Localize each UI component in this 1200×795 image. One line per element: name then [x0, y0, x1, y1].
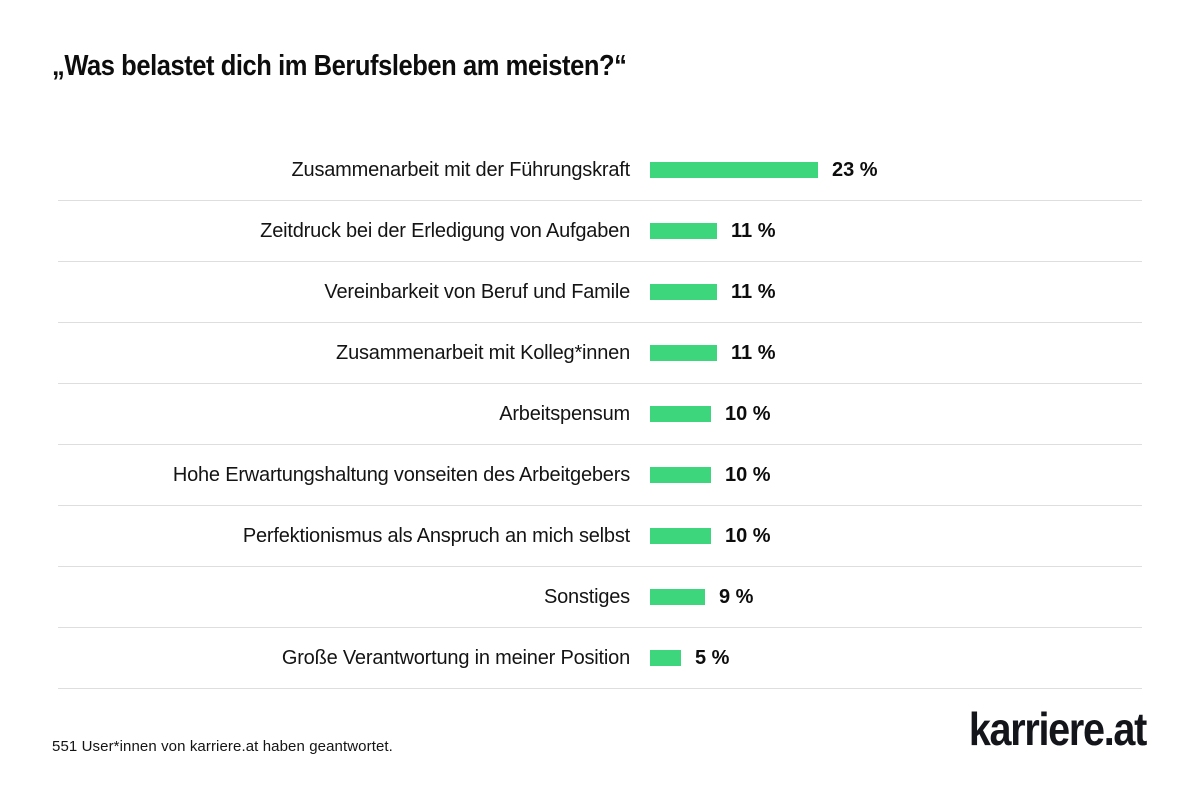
chart-row: Arbeitspensum 10 %: [58, 384, 1142, 445]
value-label: 10 %: [725, 524, 771, 547]
chart-title: „Was belastet dich im Berufsleben am mei…: [52, 50, 627, 82]
value-label: 10 %: [725, 463, 771, 486]
category-label: Hohe Erwartungshaltung vonseiten des Arb…: [172, 463, 630, 486]
value-label: 5 %: [695, 646, 730, 669]
bar: [650, 406, 711, 422]
value-label: 10 %: [725, 402, 771, 425]
category-label: Vereinbarkeit von Beruf und Famile: [324, 280, 630, 303]
value-label: 23 %: [832, 158, 878, 181]
bar: [650, 162, 818, 178]
chart-row: Vereinbarkeit von Beruf und Famile 11 %: [58, 262, 1142, 323]
bar: [650, 650, 681, 666]
chart-row: Große Verantwortung in meiner Position 5 …: [58, 628, 1142, 689]
bar: [650, 589, 705, 605]
value-label: 11 %: [731, 280, 776, 303]
chart-rows: Zusammenarbeit mit der Führungskraft 23 %…: [58, 140, 1142, 689]
bar: [650, 345, 717, 361]
chart-row: Sonstiges 9 %: [58, 567, 1142, 628]
category-label: Arbeitspensum: [499, 402, 630, 425]
value-label: 11 %: [731, 341, 776, 364]
chart-row: Perfektionismus als Anspruch an mich sel…: [58, 506, 1142, 567]
bar: [650, 467, 711, 483]
bar: [650, 223, 717, 239]
karriere-at-logo: karriere.at: [968, 703, 1147, 755]
category-label: Zeitdruck bei der Erledigung von Aufgabe…: [260, 219, 630, 242]
sample-size-footnote: 551 User*innen von karriere.at haben gea…: [52, 738, 393, 755]
value-label: 11 %: [731, 219, 776, 242]
chart-row: Zeitdruck bei der Erledigung von Aufgabe…: [58, 201, 1142, 262]
bar: [650, 528, 711, 544]
category-label: Sonstiges: [543, 585, 630, 608]
chart-row: Hohe Erwartungshaltung vonseiten des Arb…: [58, 445, 1142, 506]
category-label: Perfektionismus als Anspruch an mich sel…: [242, 524, 630, 547]
chart-row: Zusammenarbeit mit der Führungskraft 23 %: [58, 140, 1142, 201]
chart-row: Zusammenarbeit mit Kolleg*innen 11 %: [58, 323, 1142, 384]
category-label: Große Verantwortung in meiner Position: [281, 646, 630, 669]
bar: [650, 284, 717, 300]
category-label: Zusammenarbeit mit Kolleg*innen: [336, 341, 630, 364]
value-label: 9 %: [719, 585, 754, 608]
category-label: Zusammenarbeit mit der Führungskraft: [291, 158, 631, 181]
